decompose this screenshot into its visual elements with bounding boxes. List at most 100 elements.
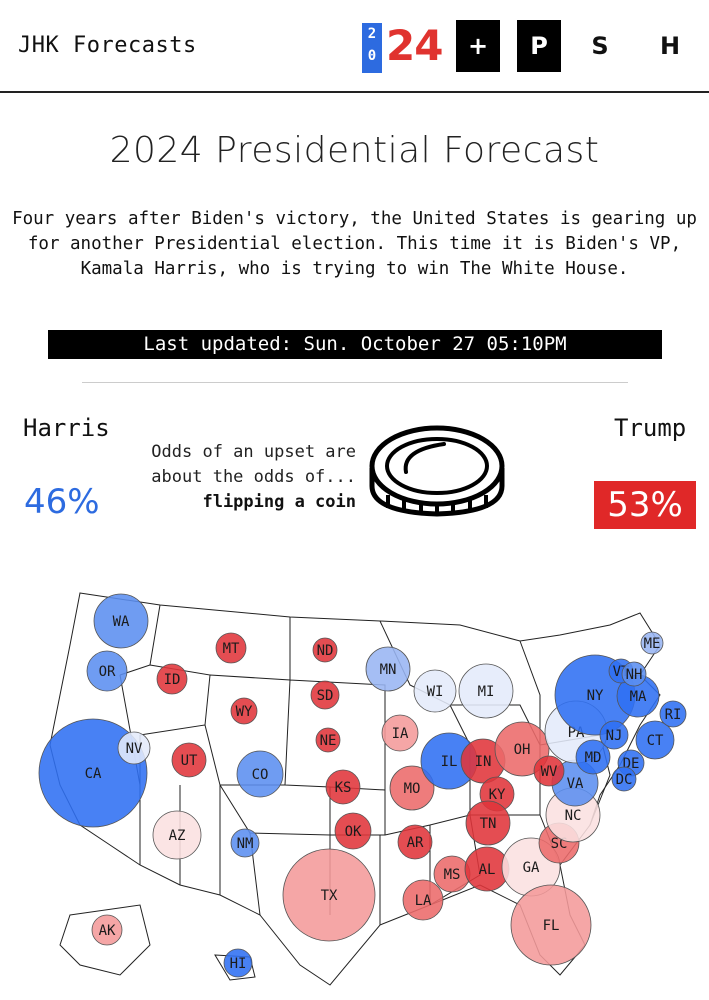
state-label-nc: NC	[565, 808, 582, 824]
section-divider	[82, 382, 628, 383]
state-label-mo: MO	[404, 781, 421, 797]
state-label-md: MD	[585, 750, 602, 766]
state-bubble-tn[interactable]	[465, 800, 511, 846]
state-label-ca: CA	[85, 766, 102, 782]
state-bubble-co[interactable]	[236, 750, 284, 798]
state-bubble-ks[interactable]	[325, 769, 361, 805]
state-bubble-mt[interactable]	[215, 632, 247, 664]
state-label-ma: MA	[630, 689, 647, 705]
state-label-mn: MN	[380, 662, 397, 678]
state-label-me: ME	[644, 636, 661, 652]
state-bubble-id[interactable]	[156, 663, 188, 695]
state-label-or: OR	[99, 664, 116, 680]
state-bubble-ia[interactable]	[381, 714, 419, 752]
state-bubble-or[interactable]	[86, 650, 128, 692]
state-bubble-wy[interactable]	[230, 697, 258, 725]
state-bubble-nd[interactable]	[312, 637, 338, 663]
upset-comparison: flipping a coin	[202, 492, 356, 512]
state-label-in: IN	[475, 754, 492, 770]
state-label-va: VA	[567, 776, 584, 792]
state-label-az: AZ	[169, 828, 186, 844]
state-label-ms: MS	[444, 867, 461, 883]
state-bubble-tx[interactable]	[282, 848, 376, 942]
state-bubble-ok[interactable]	[334, 812, 372, 850]
state-label-ia: IA	[392, 726, 409, 742]
coin-ridges	[386, 495, 488, 514]
nav-senate-button[interactable]: S	[591, 32, 609, 60]
state-label-ny: NY	[587, 688, 604, 704]
state-label-wv: WV	[541, 764, 558, 780]
state-bubble-nv[interactable]	[117, 731, 151, 765]
state-bubble-ri[interactable]	[659, 700, 687, 728]
state-bubble-mn[interactable]	[365, 646, 411, 692]
state-label-ks: KS	[335, 780, 352, 796]
page-title: 2024 Presidential Forecast	[109, 130, 600, 171]
state-bubble-oh[interactable]	[494, 721, 550, 777]
state-bubble-nm[interactable]	[230, 828, 260, 858]
logo-year-top: 2	[367, 26, 377, 42]
state-label-nd: ND	[317, 643, 334, 659]
state-bubble-wv[interactable]	[533, 755, 565, 787]
upset-line-1: Odds of an upset are	[151, 442, 356, 462]
state-bubble-hi[interactable]	[223, 948, 253, 978]
state-label-ga: GA	[523, 860, 540, 876]
state-label-ct: CT	[647, 733, 664, 749]
nav-presidential-button[interactable]: P	[517, 20, 561, 72]
state-bubble-dc[interactable]	[611, 766, 637, 792]
nav-plus-button[interactable]: +	[456, 20, 500, 72]
state-label-la: LA	[415, 893, 432, 909]
harris-win-probability: 46%	[24, 482, 100, 522]
state-label-oh: OH	[514, 742, 531, 758]
state-label-sd: SD	[317, 688, 334, 704]
state-bubble-ar[interactable]	[397, 824, 433, 860]
upset-odds-text: Odds of an upset are about the odds of..…	[112, 440, 356, 515]
coin-inner-ring	[385, 437, 489, 495]
state-bubbles: WA OR CA NV ID MT WY UT AZ CO NM ND SD NE KS OK TX MN IA MO…	[38, 593, 687, 978]
state-bubble-sd[interactable]	[310, 680, 340, 710]
state-bubble-ct[interactable]	[635, 720, 675, 760]
state-bubble-md[interactable]	[575, 739, 611, 775]
alaska-outline	[59, 904, 151, 976]
state-label-wy: WY	[236, 704, 253, 720]
state-label-mi: MI	[478, 684, 495, 700]
state-label-nj: NJ	[606, 728, 623, 744]
state-label-al: AL	[479, 862, 496, 878]
state-bubble-wa[interactable]	[93, 593, 149, 649]
state-label-wa: WA	[113, 614, 130, 630]
harris-label: Harris	[23, 414, 110, 442]
logo-year-badge: 2 0	[362, 23, 382, 73]
nav-house-button[interactable]: H	[659, 32, 681, 60]
state-label-id: ID	[164, 672, 181, 688]
state-bubble-ut[interactable]	[171, 742, 207, 778]
state-bubble-az[interactable]	[152, 810, 202, 860]
site-brand[interactable]: JHK Forecasts	[18, 33, 197, 58]
state-bubble-fl[interactable]	[510, 884, 592, 966]
trump-label: Trump	[614, 414, 687, 442]
state-label-ok: OK	[345, 824, 362, 840]
logo-2024[interactable]: 2 0 24	[362, 21, 443, 73]
state-bubble-wi[interactable]	[413, 669, 457, 713]
state-label-nm: NM	[237, 836, 254, 852]
state-label-ar: AR	[407, 835, 424, 851]
state-bubble-mo[interactable]	[389, 765, 435, 811]
state-label-dc: DC	[616, 772, 633, 788]
trump-win-probability: 53%	[594, 481, 696, 529]
coin-shine	[403, 442, 446, 474]
logo-year-bottom: 0	[367, 48, 377, 64]
top-nav-bar: JHK Forecasts 2 0 24 + P S H	[0, 0, 709, 93]
state-label-ut: UT	[181, 753, 198, 769]
state-bubble-mi[interactable]	[458, 663, 514, 719]
state-bubble-me[interactable]	[640, 631, 664, 655]
state-label-mt: MT	[223, 641, 240, 657]
state-bubble-ak[interactable]	[91, 914, 123, 946]
state-label-il: IL	[441, 754, 458, 770]
us-border	[49, 592, 661, 986]
state-bubble-nh[interactable]	[621, 661, 647, 687]
state-bubble-la[interactable]	[402, 879, 444, 921]
state-bubble-ne[interactable]	[315, 727, 341, 753]
state-label-nv: NV	[126, 741, 143, 757]
state-bubble-nj[interactable]	[599, 720, 629, 750]
state-label-ak: AK	[99, 923, 116, 939]
state-label-ne: NE	[320, 733, 337, 749]
coin-icon	[369, 425, 505, 517]
